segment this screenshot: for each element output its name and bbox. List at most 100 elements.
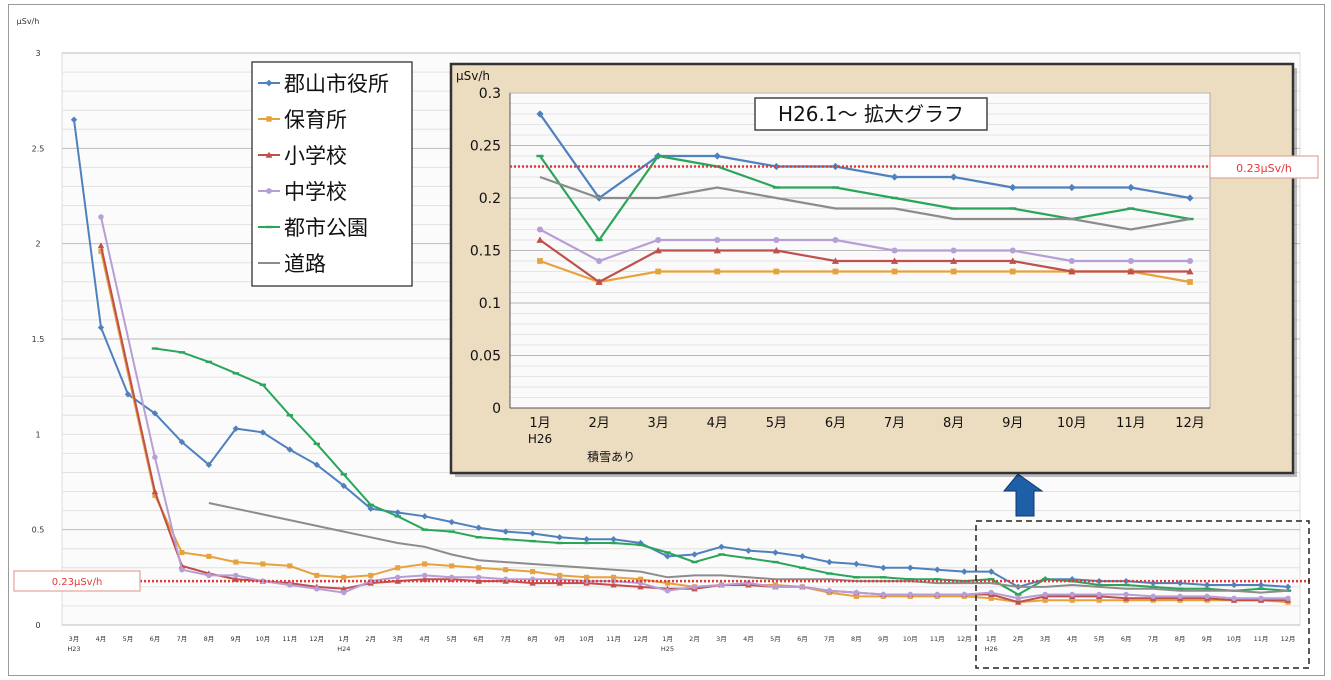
inset-x-tick-label: 9月 xyxy=(1002,416,1023,431)
y-tick-label: 3 xyxy=(35,49,40,58)
x-tick-label: 8月 xyxy=(527,635,538,643)
data-point xyxy=(1123,584,1129,586)
data-point xyxy=(854,590,859,595)
data-point xyxy=(691,561,697,563)
legend-label: 中学校 xyxy=(284,180,347,204)
data-point xyxy=(341,590,346,595)
data-point xyxy=(962,592,967,597)
year-label: H26 xyxy=(985,645,998,653)
data-point xyxy=(179,550,184,555)
x-tick-label: 2月 xyxy=(1013,635,1024,643)
data-point xyxy=(665,588,670,593)
data-point xyxy=(448,530,454,532)
inset-y-tick-label: 0.15 xyxy=(470,244,501,260)
x-tick-label: 10月 xyxy=(255,635,270,643)
inset-data-point xyxy=(832,186,839,188)
x-tick-label: 3月 xyxy=(716,635,727,643)
data-point xyxy=(583,542,589,544)
inset-data-point xyxy=(832,237,838,243)
data-point xyxy=(718,553,724,555)
data-point xyxy=(773,584,778,589)
data-point xyxy=(772,561,778,563)
year-label: H24 xyxy=(337,645,350,653)
x-tick-label: 12月 xyxy=(957,635,972,643)
x-tick-label: 11月 xyxy=(930,635,945,643)
inset-sublabel: 積雪あり xyxy=(587,449,635,464)
inset-data-point xyxy=(537,258,543,264)
inset-x-tick-label: 1月 xyxy=(529,416,550,431)
inset-chart: 0 0.05 0.1 0.15 0.2 0.25 0.3 μSv/h 1月 2月 3月 4月 5月 6月 7… xyxy=(451,64,1318,477)
x-tick-label: 9月 xyxy=(1202,635,1213,643)
data-point xyxy=(475,536,481,538)
inset-y-tick-label: 0.1 xyxy=(479,296,501,312)
data-point xyxy=(719,582,724,587)
x-tick-label: 9月 xyxy=(878,635,889,643)
data-point xyxy=(880,576,886,578)
inset-data-point xyxy=(1127,207,1134,209)
data-point xyxy=(314,573,319,578)
data-point xyxy=(827,588,832,593)
data-point xyxy=(395,515,401,517)
data-point xyxy=(1123,592,1128,597)
legend-label: 保育所 xyxy=(284,108,347,132)
legend-label: 都市公園 xyxy=(284,216,368,240)
data-point xyxy=(422,573,427,578)
data-point xyxy=(260,561,265,566)
data-point xyxy=(1015,593,1021,595)
inset-reference-label: 0.23μSv/h xyxy=(1236,162,1292,175)
year-label: H23 xyxy=(67,645,80,653)
x-tick-label: 3月 xyxy=(69,635,80,643)
x-tick-label: 6月 xyxy=(473,635,484,643)
data-point xyxy=(179,351,185,353)
data-point xyxy=(422,528,428,530)
data-point xyxy=(1177,594,1182,599)
x-tick-label: 10月 xyxy=(1227,635,1242,643)
inset-data-point xyxy=(951,247,957,253)
x-tick-label: 1月 xyxy=(986,635,997,643)
x-tick-label: 6月 xyxy=(150,635,161,643)
inset-data-point xyxy=(773,186,780,188)
data-point xyxy=(179,567,184,572)
inset-y-axis-label: μSv/h xyxy=(456,69,490,83)
data-point xyxy=(800,584,805,589)
data-point xyxy=(799,567,805,569)
x-tick-label: 11月 xyxy=(282,635,297,643)
inset-x-tick-label: 11月 xyxy=(1116,416,1146,431)
data-point xyxy=(908,592,913,597)
data-point xyxy=(664,551,670,553)
inset-x-tick-label: 3月 xyxy=(648,416,669,431)
y-axis-label: μSv/h xyxy=(17,17,40,26)
inset-y-tick-label: 0.3 xyxy=(479,86,501,102)
data-point xyxy=(368,573,373,578)
data-point xyxy=(1096,592,1101,597)
inset-data-point xyxy=(655,155,662,157)
data-point xyxy=(476,575,481,580)
year-label: H25 xyxy=(661,645,674,653)
legend-label: 道路 xyxy=(284,252,326,276)
inset-data-point xyxy=(1069,258,1075,264)
data-point xyxy=(422,561,427,566)
x-tick-label: 5月 xyxy=(770,635,781,643)
data-point xyxy=(395,575,400,580)
y-tick-label: 1.5 xyxy=(32,335,45,344)
data-point xyxy=(206,361,212,363)
inset-x-tick-label: 5月 xyxy=(766,416,787,431)
data-point xyxy=(287,414,293,416)
data-point xyxy=(1258,588,1264,590)
data-point xyxy=(989,590,994,595)
inset-data-point xyxy=(537,226,543,232)
inset-x-tick-label: 7月 xyxy=(884,416,905,431)
data-point xyxy=(1258,596,1263,601)
inset-data-point xyxy=(655,237,661,243)
x-tick-label: 10月 xyxy=(579,635,594,643)
x-tick-label: 6月 xyxy=(797,635,808,643)
inset-y-tick-label: 0.2 xyxy=(479,191,501,207)
legend: 郡山市役所保育所小学校中学校都市公園道路 xyxy=(252,62,412,286)
inset-data-point xyxy=(596,258,602,264)
y-tick-label: 1 xyxy=(35,430,40,439)
x-tick-label: 10月 xyxy=(903,635,918,643)
data-point xyxy=(1285,596,1290,601)
data-point xyxy=(260,384,266,386)
x-tick-label: 2月 xyxy=(689,635,700,643)
